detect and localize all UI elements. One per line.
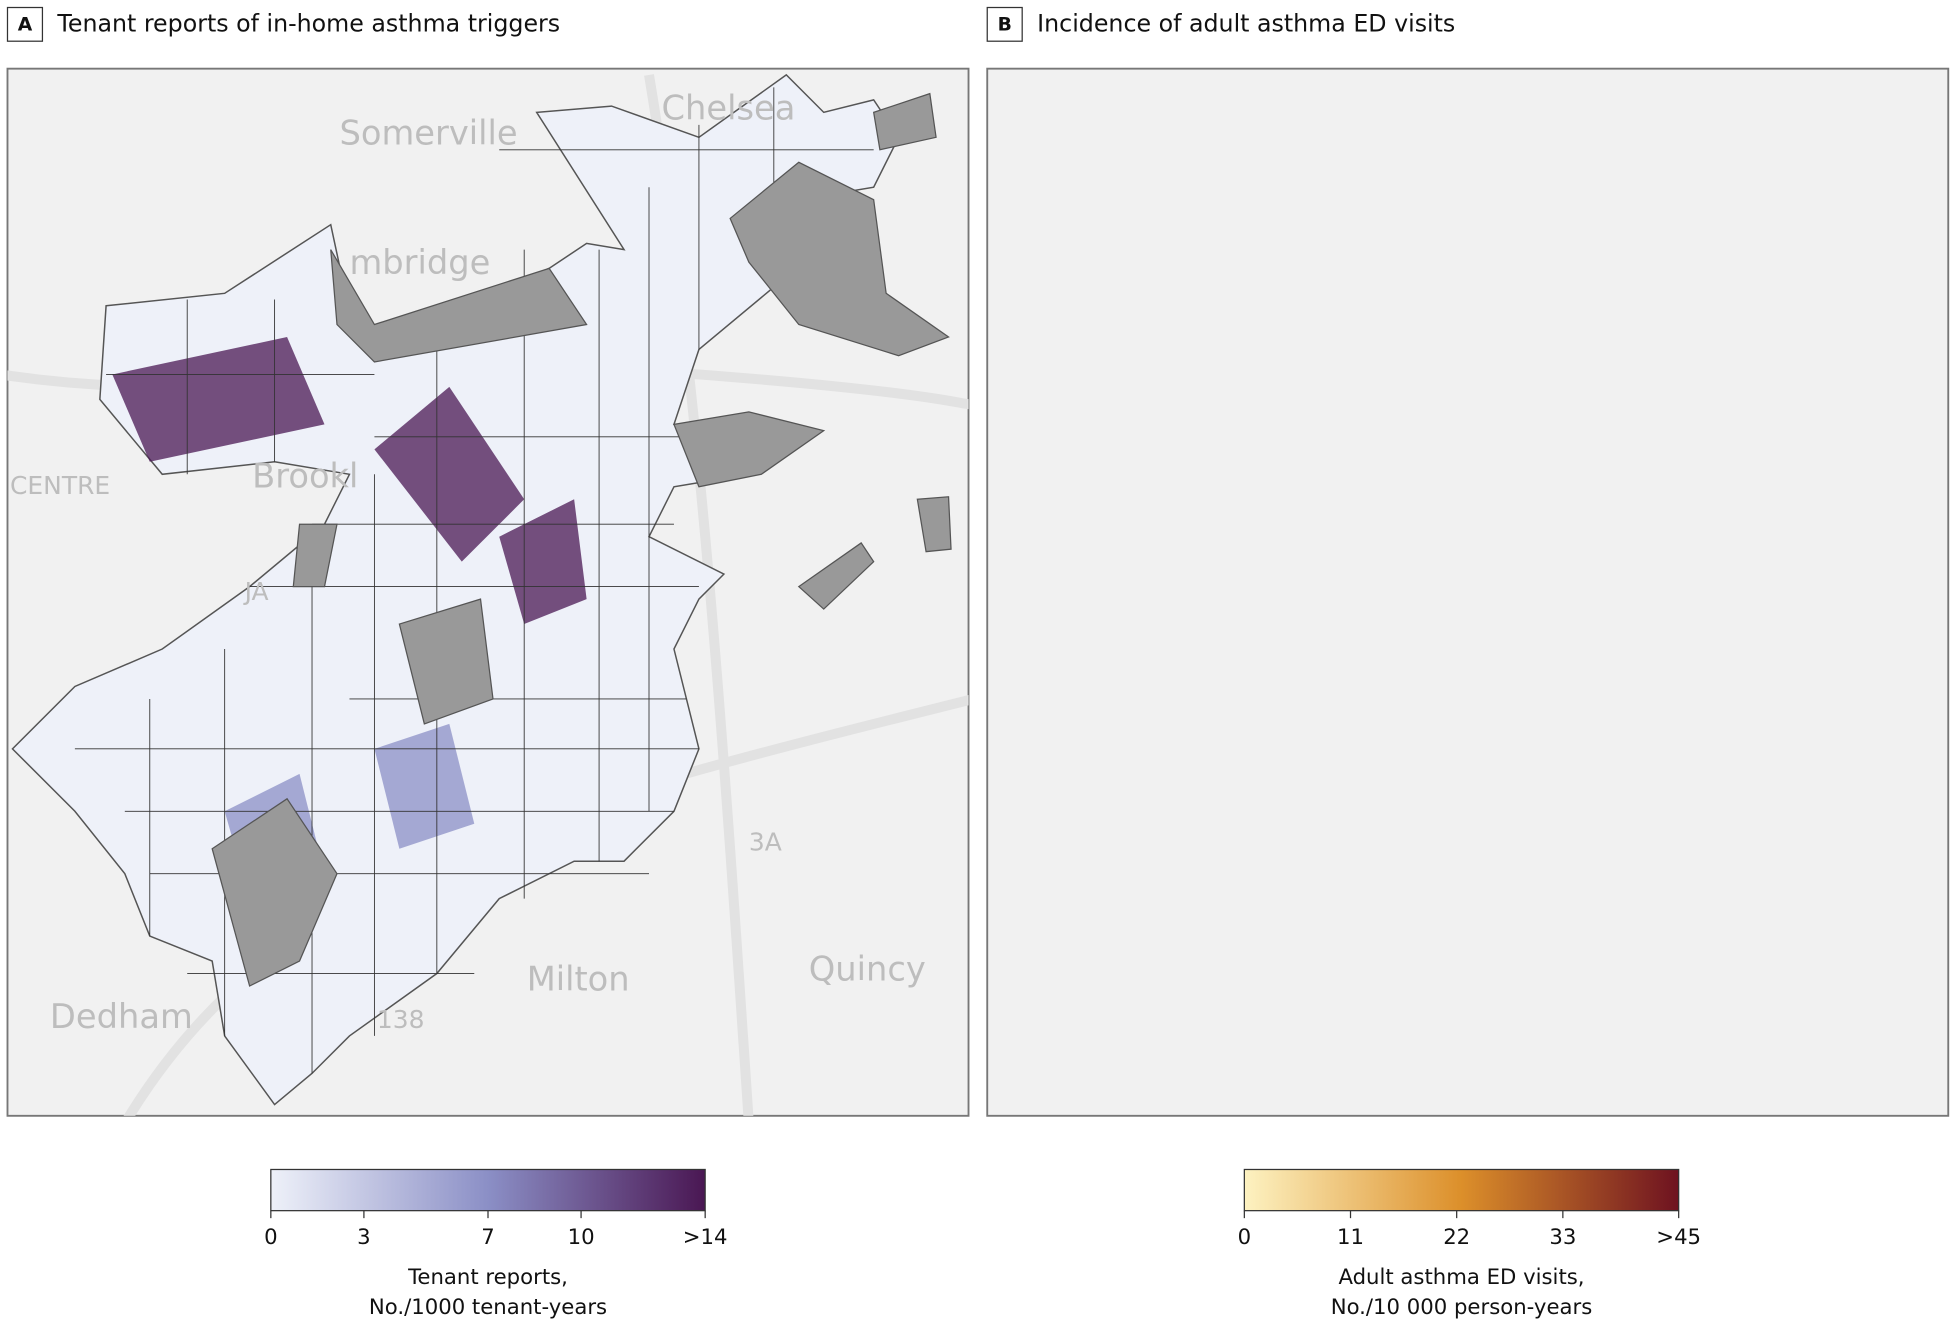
panel-letter: B — [998, 14, 1012, 35]
colorbar — [1243, 1168, 1680, 1212]
map — [7, 74, 969, 1116]
panel-title: Incidence of adult asthma ED visits — [1037, 9, 1455, 37]
map-frame — [986, 67, 1950, 1117]
place: JA — [243, 577, 269, 606]
places-a: Somerville Chelsea mbridge CENTRE Brookl… — [10, 88, 926, 1036]
legend-title: Tenant reports, — [407, 1265, 568, 1290]
legend-title: No./10 000 person-years — [1331, 1295, 1593, 1320]
tick-label: 10 — [568, 1225, 595, 1250]
place: Dedham — [50, 997, 193, 1036]
tick-label: 0 — [1238, 1225, 1252, 1250]
panel: B Incidence of adult asthma ED visits 0 11 2… — [986, 6, 1950, 1320]
panel-title: Tenant reports of in-home asthma trigger… — [56, 9, 560, 37]
district — [374, 386, 525, 562]
district — [499, 499, 587, 625]
place: Somerville — [339, 113, 517, 152]
panel: A Tenant reports of in-home asthma trigge… — [6, 6, 970, 1320]
colorbar — [270, 1168, 706, 1212]
place: mbridge — [349, 243, 490, 282]
place: 3A — [749, 828, 782, 857]
tick-label: 33 — [1549, 1225, 1576, 1250]
place: Brookl — [252, 457, 358, 496]
tick-label: 0 — [264, 1225, 278, 1250]
tick-label: >45 — [1656, 1225, 1701, 1250]
tick-label: 11 — [1337, 1225, 1364, 1250]
place: Milton — [527, 960, 630, 999]
letter-box — [986, 6, 1023, 42]
place: Quincy — [809, 950, 926, 989]
panel-letter: A — [18, 14, 33, 35]
district — [374, 723, 475, 849]
tick-label: 3 — [357, 1225, 371, 1250]
tick-label: 22 — [1443, 1225, 1470, 1250]
place: Chelsea — [661, 88, 795, 127]
place: 138 — [377, 1005, 425, 1034]
tick-label: >14 — [683, 1225, 728, 1250]
district — [112, 337, 325, 462]
place: CENTRE — [10, 471, 110, 500]
legend-title: Adult asthma ED visits, — [1338, 1265, 1584, 1290]
legend-title: No./1000 tenant-years — [369, 1295, 607, 1320]
tick-label: 7 — [481, 1225, 495, 1250]
letter-box — [6, 6, 44, 42]
